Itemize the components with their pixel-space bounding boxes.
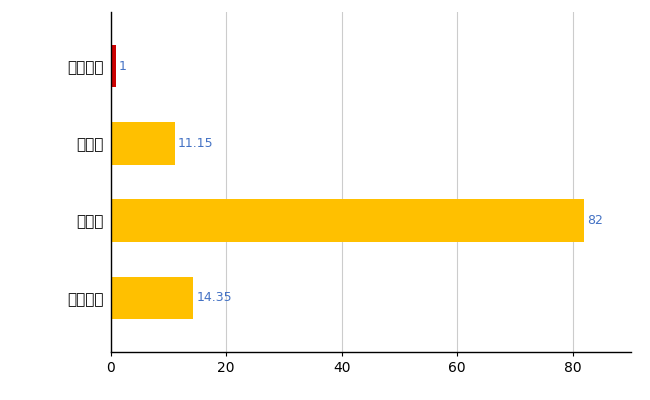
Bar bbox=[111, 277, 194, 319]
Bar bbox=[111, 122, 175, 165]
Text: 82: 82 bbox=[587, 214, 603, 227]
Text: 11.15: 11.15 bbox=[178, 137, 213, 150]
Text: 14.35: 14.35 bbox=[196, 292, 232, 304]
Text: 1: 1 bbox=[119, 60, 127, 72]
Bar bbox=[111, 45, 116, 87]
Bar bbox=[111, 199, 584, 242]
